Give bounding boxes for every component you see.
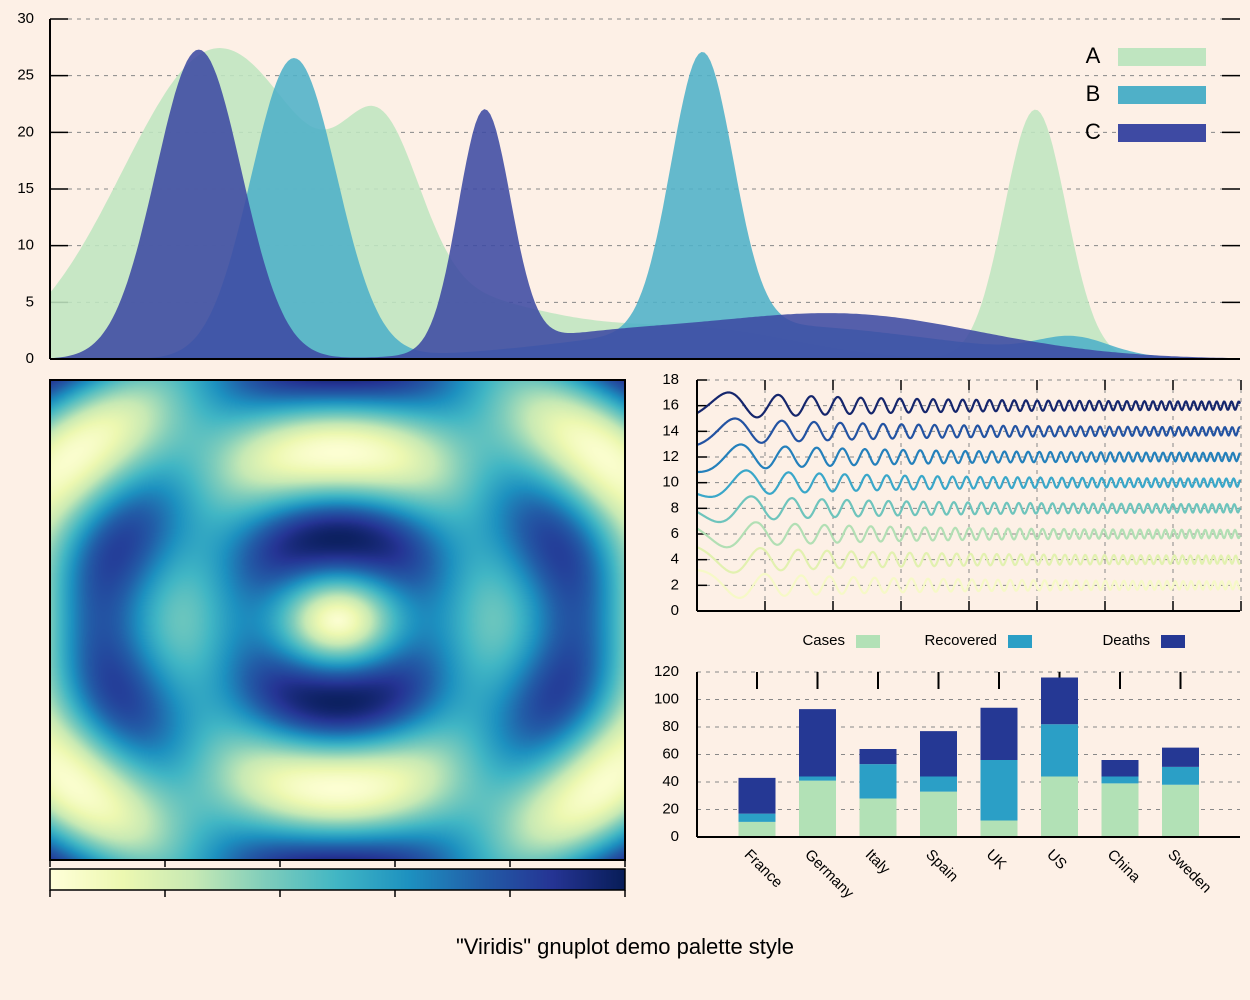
peaks-y-tick-label: 0 [26, 350, 34, 367]
bars-x-tick-label: France [741, 846, 786, 891]
peaks-y-tick-label: 10 [17, 237, 34, 254]
bars-legend-swatch-Recovered [1008, 635, 1032, 648]
bars-y-tick-label: 0 [671, 828, 679, 845]
bar-Germany-Deaths [799, 709, 836, 777]
colorbar-ticks [49, 860, 626, 897]
waves-y-tick-label: 18 [662, 371, 679, 388]
legend-label-A: A [1086, 43, 1101, 68]
bar-Sweden-Deaths [1162, 747, 1199, 767]
bars-y-tick-label: 40 [662, 773, 679, 790]
bars-legend-label-Deaths: Deaths [1102, 632, 1150, 649]
legend-swatch-C [1118, 124, 1206, 142]
bar-UK-Recovered [980, 760, 1018, 821]
peaks-y-tick-label: 5 [26, 293, 34, 310]
bar-Germany-Cases [799, 780, 836, 837]
waves-y-tick-label: 16 [662, 397, 679, 414]
waves-y-tick-label: 12 [662, 448, 679, 465]
bar-France-Deaths [738, 777, 776, 814]
wave-line-4 [696, 546, 1241, 574]
wave-line-12 [697, 443, 1241, 474]
bar-Germany-Recovered [799, 776, 836, 781]
bar-Italy-Cases [859, 798, 897, 837]
peaks-y-tick-label: 25 [17, 67, 34, 84]
bar-China-Deaths [1101, 760, 1139, 777]
heatmap-frame [49, 379, 626, 861]
bar-UK-Cases [980, 820, 1018, 837]
bars-y-tick-label: 120 [654, 663, 679, 680]
waves-y-tick-label: 0 [671, 602, 679, 619]
peaks-y-tick-label: 20 [17, 123, 34, 140]
colorbar-frame [49, 868, 626, 891]
bars-legend-swatch-Deaths [1161, 635, 1185, 648]
bars-y-tick-label: 100 [654, 690, 679, 707]
waves-y-tick-label: 8 [671, 499, 679, 516]
bars-legend-label-Cases: Cases [802, 632, 845, 649]
heatmap-image [50, 380, 625, 860]
colorbar-image [50, 869, 625, 890]
peaks-y-tick-label: 30 [17, 10, 34, 27]
bar-US-Cases [1041, 776, 1078, 837]
bars-y-tick-label: 60 [662, 745, 679, 762]
wave-line-14 [696, 417, 1241, 446]
bar-UK-Deaths [980, 707, 1018, 760]
bars-x-tick-label: UK [983, 846, 1010, 873]
peaks-area-B [50, 52, 1240, 359]
bar-Italy-Deaths [859, 749, 897, 765]
bar-Sweden-Recovered [1162, 766, 1199, 785]
peaks-area-C [50, 49, 1240, 359]
bar-Spain-Recovered [920, 776, 957, 792]
bar-US-Recovered [1041, 724, 1078, 777]
figure-caption: "Viridis" gnuplot demo palette style [455, 934, 795, 959]
bar-US-Deaths [1041, 677, 1078, 725]
wave-line-10 [696, 469, 1242, 498]
bar-Spain-Cases [920, 791, 957, 837]
wave-line-16 [696, 391, 1242, 419]
bar-China-Cases [1101, 783, 1139, 837]
bars-x-tick-label: US [1043, 846, 1070, 873]
heatmap-panel [49, 379, 626, 897]
bar-Italy-Recovered [859, 764, 897, 799]
bar-France-Recovered [738, 813, 776, 822]
bars-x-tick-label: Italy [862, 846, 894, 878]
bar-China-Recovered [1101, 776, 1139, 784]
bars-x-tick-label: China [1104, 846, 1144, 886]
waves-y-tick-label: 2 [671, 576, 679, 593]
wave-line-2 [697, 569, 1241, 599]
peaks-y-tick-label: 15 [17, 180, 34, 197]
bars-x-tick-label: Germany [801, 846, 857, 902]
waves-y-tick-label: 10 [662, 474, 679, 491]
bar-Spain-Deaths [920, 731, 957, 777]
wave-line-8 [696, 495, 1242, 524]
stacked-bar-chart: 0 20 40 60 80 100 120 Cases Recovered Deaths Franc… [654, 632, 1240, 902]
peaks-area-chart: 0 5 10 15 20 25 30 ABC [17, 10, 1240, 367]
waves-line-chart: 0 2 4 6 8 10 12 14 16 18 [662, 371, 1242, 619]
bar-France-Cases [738, 821, 776, 837]
bars-y-tick-label: 80 [662, 718, 679, 735]
bars-x-tick-label: Sweden [1164, 846, 1214, 896]
bars-legend-swatch-Cases [856, 635, 880, 648]
legend-label-B: B [1086, 81, 1101, 106]
bar-Sweden-Cases [1162, 784, 1199, 837]
legend-swatch-B [1118, 86, 1206, 104]
bars-legend-label-Recovered: Recovered [924, 632, 997, 649]
bars-y-tick-label: 20 [662, 800, 679, 817]
legend-swatch-A [1118, 48, 1206, 66]
waves-y-tick-label: 14 [662, 422, 679, 439]
wave-line-6 [696, 521, 1242, 549]
bars-x-tick-label: Spain [922, 846, 961, 885]
waves-y-tick-label: 6 [671, 525, 679, 542]
waves-y-tick-label: 4 [671, 551, 679, 568]
legend-label-C: C [1085, 119, 1101, 144]
